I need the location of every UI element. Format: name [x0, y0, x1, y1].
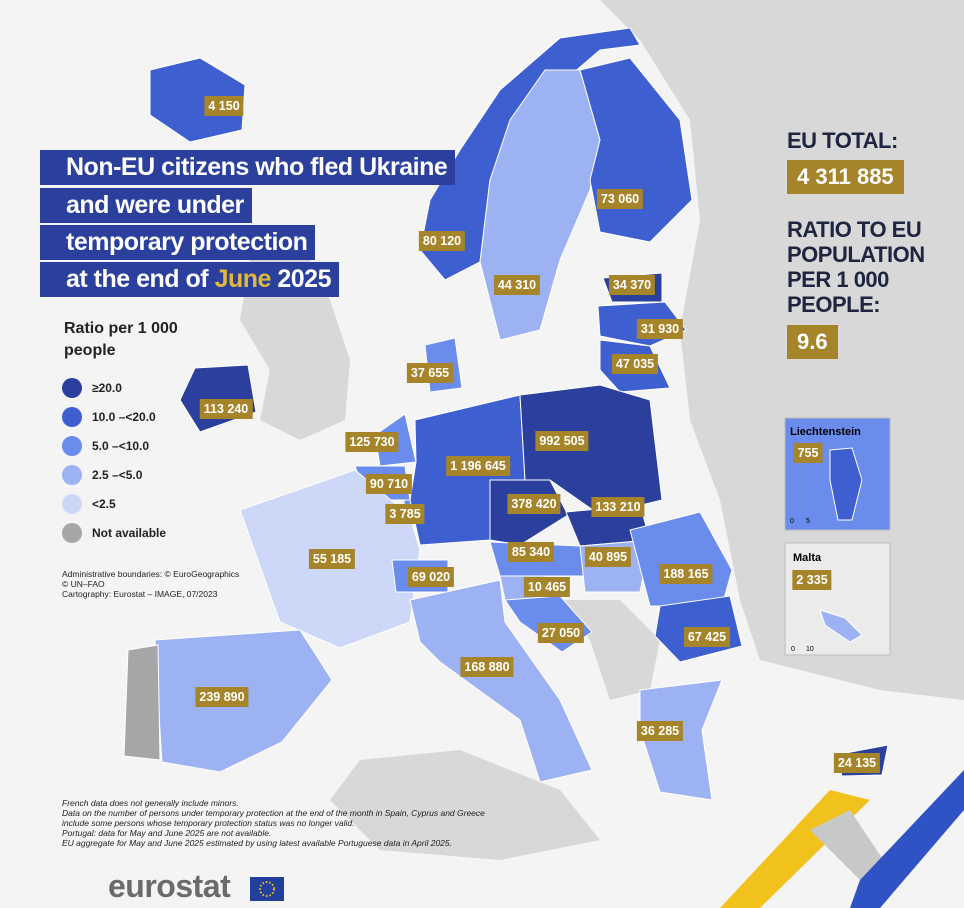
eu-total-value: 4 311 885 — [787, 160, 904, 194]
inset-frame — [784, 542, 891, 656]
footnote: Portugal: data for May and June 2025 are… — [62, 828, 272, 838]
legend-label: <2.5 — [92, 497, 116, 511]
inset-value: 2 335 — [792, 570, 832, 590]
footnote: EU aggregate for May and June 2025 estim… — [62, 838, 452, 848]
legend-item: Not available — [62, 523, 166, 543]
eu-flag-stars — [259, 881, 275, 897]
country-label: 992 505 — [535, 431, 589, 451]
country-region — [409, 579, 593, 783]
title-line: and were under — [40, 188, 252, 223]
title-month: June — [214, 265, 272, 293]
legend-label: ≥20.0 — [92, 381, 122, 395]
country-region — [149, 57, 246, 143]
country-label: 67 425 — [683, 627, 731, 647]
scale-label: 5 — [806, 518, 810, 525]
country-label: 40 895 — [584, 547, 632, 567]
country-label: 125 730 — [345, 432, 399, 452]
legend-item: 10.0 –<20.0 — [62, 407, 156, 427]
country-label: 10 465 — [523, 577, 571, 597]
source-line: Cartography: Eurostat – IMAGE, 07/2023 — [62, 589, 218, 599]
legend-label: 2.5 –<5.0 — [92, 468, 143, 482]
ratio-line: POPULATION — [787, 242, 925, 267]
ratio-line: RATIO TO EU — [787, 217, 922, 242]
country-label: 378 420 — [507, 494, 561, 514]
country-label: 27 050 — [537, 623, 585, 643]
ratio-label: RATIO TO EU POPULATION PER 1 000 PEOPLE: — [787, 217, 925, 317]
inset-value: 755 — [793, 443, 823, 463]
legend-label: Not available — [92, 526, 167, 540]
country-label: 239 890 — [195, 687, 249, 707]
ratio-line: PEOPLE: — [787, 292, 881, 317]
legend-swatch — [62, 436, 82, 456]
country-label: 168 880 — [460, 657, 514, 677]
title-line: temporary protection — [40, 225, 316, 260]
eu-flag — [250, 877, 284, 901]
legend-item: 5.0 –<10.0 — [62, 436, 149, 456]
country-label: 34 370 — [608, 275, 656, 295]
country-label: 4 150 — [204, 96, 244, 116]
country-label: 90 710 — [365, 474, 413, 494]
source-line: © UN–FAO — [62, 579, 105, 589]
country-label: 113 240 — [199, 399, 253, 419]
country-label: 31 930 — [636, 319, 684, 339]
country-label: 36 285 — [636, 721, 684, 741]
country-label: 55 185 — [308, 549, 356, 569]
country-label: 80 120 — [418, 231, 466, 251]
legend-swatch — [62, 407, 82, 427]
country-label: 37 655 — [406, 363, 454, 383]
country-region — [123, 644, 161, 761]
legend-item: 2.5 –<5.0 — [62, 465, 142, 485]
eu-total-label: EU TOTAL: — [787, 128, 898, 153]
inset-name: Malta — [793, 552, 822, 564]
scale-label: 10 — [806, 646, 814, 653]
country-label: 44 310 — [493, 275, 541, 295]
country-label: 3 785 — [385, 504, 425, 524]
logo: eurostat — [108, 868, 231, 904]
title-line: at the end of June 2025 — [40, 262, 339, 297]
inset-region — [829, 447, 863, 521]
ratio-value: 9.6 — [787, 325, 838, 359]
sources: Administrative boundaries: © EuroGeograp… — [62, 569, 239, 599]
country-label: 1 196 645 — [446, 456, 510, 476]
country-region — [629, 511, 733, 607]
country-label: 47 035 — [611, 354, 659, 374]
country-label: 85 340 — [507, 542, 555, 562]
title-text: at the end of — [66, 265, 209, 293]
legend-swatch — [62, 523, 82, 543]
footnote: include some persons whose temporary pro… — [62, 818, 355, 828]
ratio-line: PER 1 000 — [787, 267, 889, 292]
legend-swatch — [62, 494, 82, 514]
decoration — [720, 770, 964, 908]
legend-swatch — [62, 465, 82, 485]
country-label: 133 210 — [591, 497, 645, 517]
country-label: 188 165 — [659, 564, 713, 584]
scale-label: 0 — [790, 518, 794, 525]
legend-item: <2.5 — [62, 494, 116, 514]
source-line: Administrative boundaries: © EuroGeograp… — [62, 569, 240, 579]
scale-label: 0 — [791, 646, 795, 653]
title-line: Non-EU citizens who fled Ukraine — [40, 150, 456, 185]
legend-title: Ratio per 1 000 people — [64, 320, 178, 359]
country-label: 69 020 — [407, 567, 455, 587]
footnote: Data on the number of persons under temp… — [62, 808, 485, 818]
legend-label: 10.0 –<20.0 — [92, 410, 156, 424]
legend-swatch — [62, 378, 82, 398]
title-year: 2025 — [277, 265, 331, 293]
country-label: 24 135 — [833, 753, 881, 773]
country-label: 73 060 — [596, 189, 644, 209]
legend-item: ≥20.0 — [62, 378, 122, 398]
footnotes: French data does not generally include m… — [62, 798, 485, 848]
inset-name: Liechtenstein — [790, 426, 861, 438]
footnote: French data does not generally include m… — [62, 798, 239, 808]
legend-label: 5.0 –<10.0 — [92, 439, 150, 453]
inset-region — [819, 609, 863, 643]
